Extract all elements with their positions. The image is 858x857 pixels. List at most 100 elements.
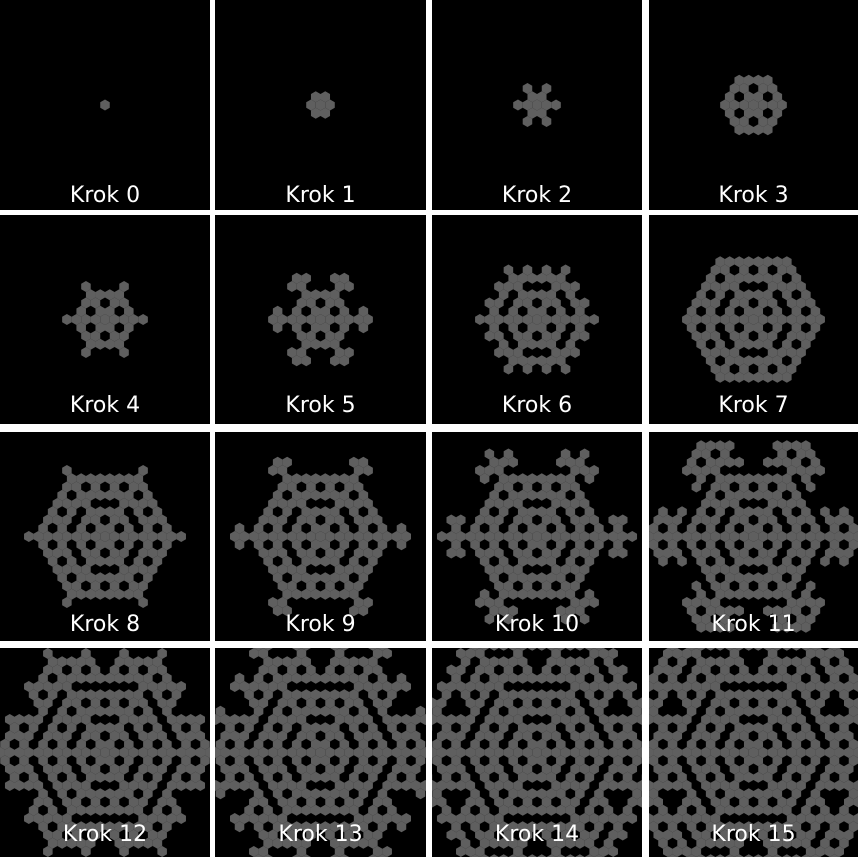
hex-cell [95,672,105,684]
hex-cell [701,465,711,476]
hex-cell [829,539,840,551]
hex-cell [682,796,692,808]
hex-cell [349,605,359,617]
hex-cell [686,539,697,551]
hex-cell [791,672,802,684]
hex-cell [782,804,792,816]
hex-cell [133,473,144,485]
hex-cell [541,730,552,742]
hex-cell [672,514,683,526]
hex-cell [81,314,91,325]
hex-cell [81,747,91,758]
hex-cell [724,605,735,617]
hex-cell [325,330,335,342]
hex-cell [349,837,359,849]
hex-cell [277,681,288,692]
hex-cell [147,514,158,526]
hex-cell [66,672,77,684]
hex-cell [71,747,82,758]
hex-cell [291,588,302,600]
hex-cell [330,555,340,567]
hex-cell [494,281,504,292]
hex-cell [320,489,331,501]
hex-cell [772,305,783,317]
hex-cell [494,697,504,709]
hex-cell [62,481,72,493]
hex-cell [334,347,345,358]
hex-cell [301,854,311,857]
hex-cell [124,738,134,750]
hex-cell [824,813,835,824]
hex-cell [617,747,628,758]
hex-cell [805,597,816,608]
hex-cell [90,580,101,592]
hex-cell [119,846,129,857]
hex-cell [14,780,25,791]
hex-cell [653,730,663,742]
hex-cell [282,473,292,485]
hex-cell [109,547,120,559]
hex-cell [339,755,350,767]
hex-cell [349,821,359,833]
hex-cell [796,448,806,460]
hex-cell [81,714,91,725]
hex-cell [90,547,101,559]
hex-cell [627,796,638,808]
hex-cell [805,448,816,460]
hex-cell [76,522,86,534]
hex-cell [190,722,201,734]
hex-cell [627,714,638,725]
hex-cell [494,747,504,758]
hex-cell [310,588,321,600]
hex-cell [38,522,48,534]
hex-cell [441,771,452,783]
hex-cell [105,572,115,584]
hex-cell [729,99,740,111]
hex-cell [753,355,764,367]
hex-cell [677,555,687,567]
hex-cell [696,656,706,668]
hex-cell [786,281,797,292]
hex-cell [743,322,754,334]
hex-cell [805,697,816,709]
hex-cell [537,489,547,501]
hex-cell [105,738,115,750]
hex-cell [239,747,250,758]
hex-cell [617,730,628,742]
hex-cell [517,555,528,567]
hex-cell [786,498,797,509]
hex-cell [296,747,307,758]
hex-cell [147,730,158,742]
hex-cell [786,796,797,808]
hex-cell [743,355,754,367]
hex-cell [753,289,764,301]
hex-cell [734,506,744,518]
hex-cell [696,689,706,701]
hex-cell [786,514,797,526]
hex-cell [829,821,840,833]
hex-cell [753,854,764,857]
hex-cell [185,730,196,742]
hex-cell [570,297,580,309]
hex-cell [653,813,663,824]
hex-cell [753,572,764,584]
hex-cell [296,297,307,309]
hex-cell [387,804,397,816]
hex-cell [546,804,557,816]
hex-cell [268,547,278,559]
hex-cell [152,771,163,783]
hex-cell [301,837,311,849]
hex-cell [195,747,206,758]
hex-cell [527,305,537,317]
hex-cell [527,672,537,684]
hex-cell [301,272,311,284]
hex-cell [527,489,537,501]
hex-cell [729,330,740,342]
hex-cell [391,681,402,692]
hex-cell [24,681,34,692]
hex-cell [796,730,806,742]
hex-cell [368,837,378,849]
hex-cell [715,371,725,383]
hex-cell [377,854,388,857]
hex-cell [705,854,716,857]
